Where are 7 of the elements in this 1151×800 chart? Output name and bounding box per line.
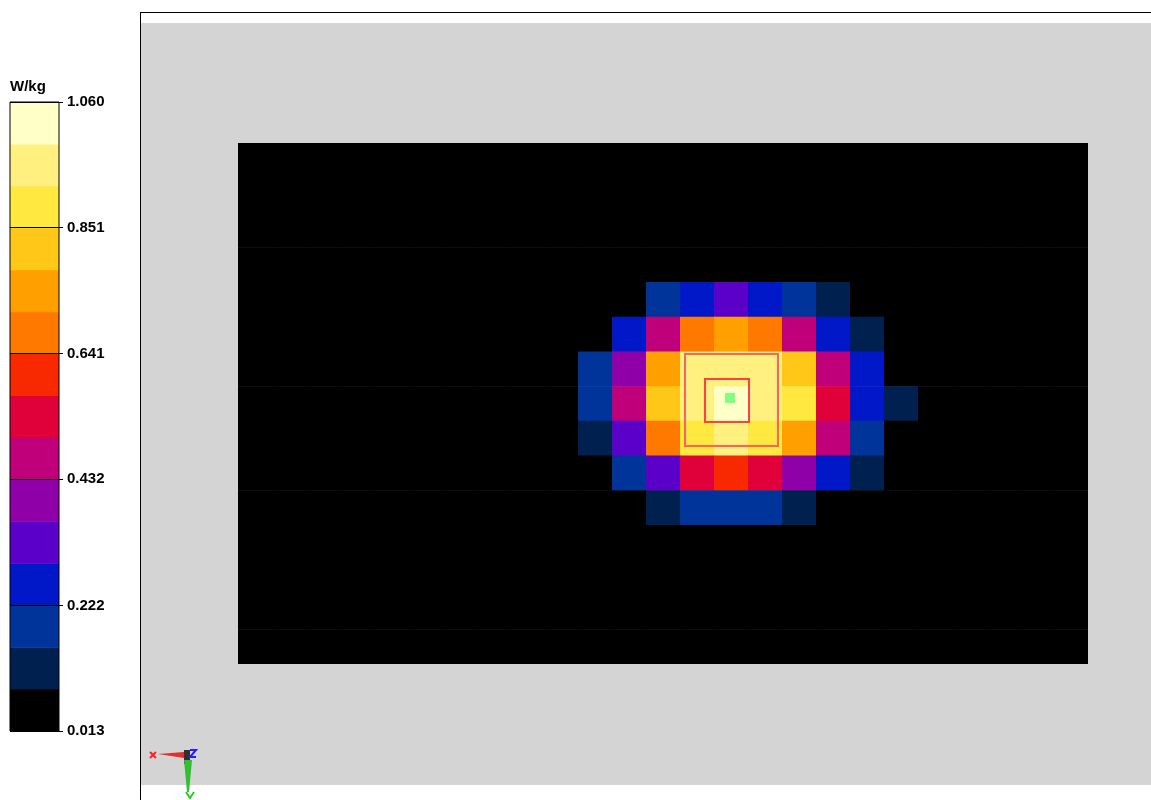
color-bar-label: 0.432 [67,469,105,487]
color-bar-label: 0.013 [67,721,105,739]
color-bar-label: 1.060 [67,92,105,110]
color-bar-label: 0.851 [67,217,105,235]
color-bar-label: 0.222 [67,595,105,613]
color-bar-title: W/kg [10,77,46,95]
color-bar-label: 0.641 [67,343,105,361]
